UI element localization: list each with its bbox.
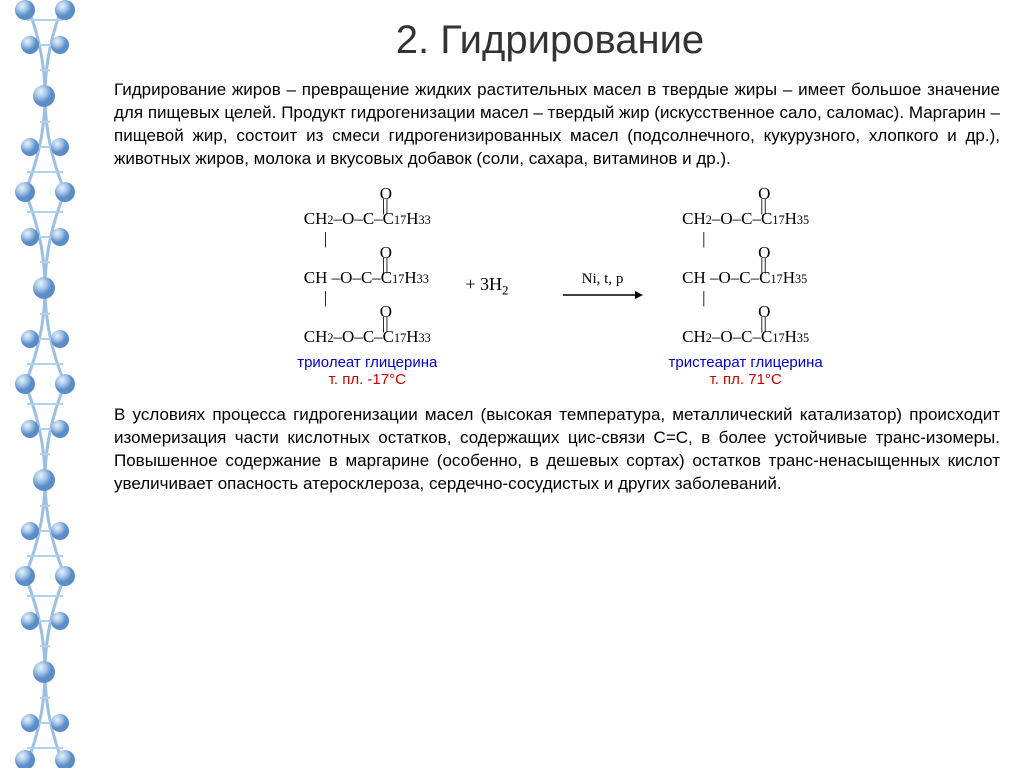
reaction-equation: O || CH2–O–C–C17H33 | O || CH –O–C–C17H3… <box>100 185 1000 388</box>
slide-title: 2. Гидрирование <box>100 18 1000 63</box>
product-mp: т. пл. 71°С <box>669 371 823 388</box>
reactant-name: триолеат глицерина <box>297 354 437 371</box>
reactant-molecule: O || CH2–O–C–C17H33 | O || CH –O–C–C17H3… <box>297 185 437 388</box>
arrow-icon <box>563 288 643 302</box>
reaction-arrow: Ni, t, p <box>563 271 643 302</box>
reactant-mp: т. пл. -17°С <box>297 371 437 388</box>
slide-content: 2. Гидрирование Гидрирование жиров – пре… <box>100 18 1000 510</box>
dna-decoration <box>0 0 90 768</box>
product-name: тристеарат глицерина <box>669 354 823 371</box>
reaction-conditions: Ni, t, p <box>582 271 624 288</box>
product-molecule: O || CH2–O–C–C17H35 | O || CH –O–C–C17H3… <box>669 185 823 388</box>
plus-hydrogen: + 3H2 <box>465 274 508 299</box>
paragraph-2: В условиях процесса гидрогенизации масел… <box>100 404 1000 496</box>
paragraph-1: Гидрирование жиров – превращение жидких … <box>100 79 1000 171</box>
